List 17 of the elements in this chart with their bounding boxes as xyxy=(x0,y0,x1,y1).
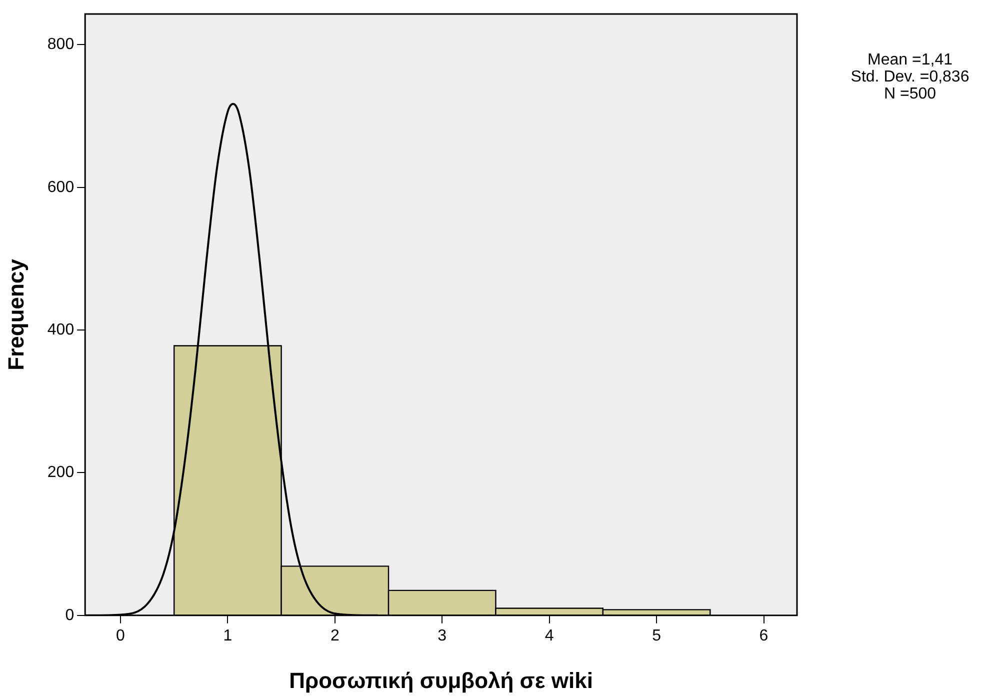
x-tick-label: 5 xyxy=(652,627,662,644)
text: N =500 xyxy=(884,85,936,102)
x-tick-label: 0 xyxy=(116,627,126,644)
y-tick-label: 600 xyxy=(47,178,74,196)
x-tick-label: 1 xyxy=(223,627,232,644)
x-tick-label: 6 xyxy=(759,627,768,644)
x-axis-title: Προσωπική συμβολή σε wiki xyxy=(289,668,593,693)
x-tick-label: 2 xyxy=(330,627,340,644)
text: Mean =1,41 xyxy=(868,51,953,68)
y-tick-label: 200 xyxy=(47,464,74,482)
text: Std. Dev. =0,836 xyxy=(850,68,970,86)
x-tick-label: 4 xyxy=(544,627,554,644)
y-axis-title: Frequency xyxy=(3,258,28,370)
y-tick-label: 400 xyxy=(47,321,74,338)
y-tick-label: 800 xyxy=(47,36,74,54)
y-tick-label: 0 xyxy=(65,606,74,624)
x-tick-label: 3 xyxy=(438,627,447,644)
